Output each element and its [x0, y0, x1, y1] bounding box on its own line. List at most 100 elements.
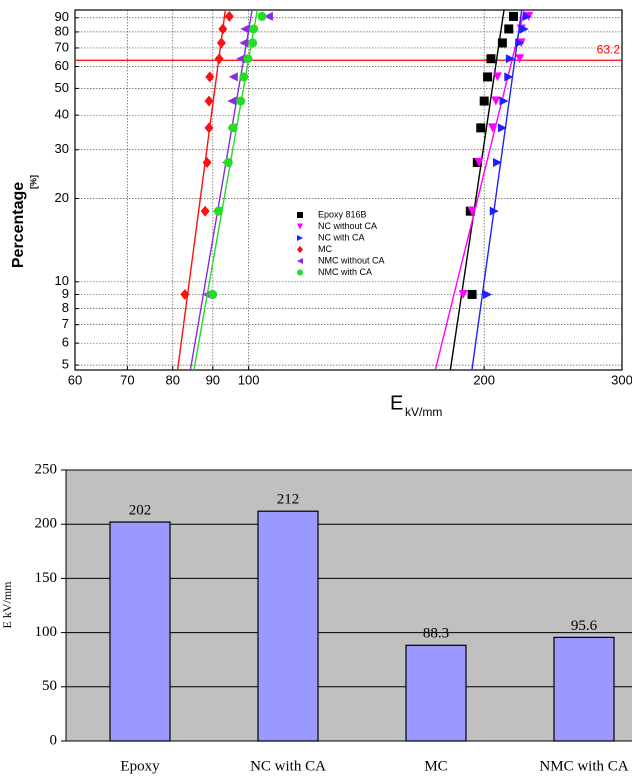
y-tick-label: 70	[55, 39, 69, 54]
marker	[249, 24, 259, 34]
y-tick-label: 5	[62, 357, 69, 372]
x-tick-label: 100	[238, 372, 260, 387]
marker	[522, 11, 532, 21]
marker	[213, 206, 223, 216]
marker	[497, 123, 507, 133]
marker	[493, 72, 503, 82]
value-label: 202	[129, 502, 152, 518]
bar	[553, 636, 615, 742]
marker	[236, 54, 246, 64]
legend-marker	[297, 258, 303, 264]
bar	[257, 510, 319, 742]
marker	[202, 157, 212, 168]
fit-line	[434, 10, 526, 370]
y-tick-label: 40	[55, 107, 69, 122]
marker	[504, 72, 514, 82]
marker	[205, 71, 215, 83]
reference-label: 63.2	[597, 42, 621, 56]
fit-line	[193, 10, 258, 370]
fit-line	[176, 10, 227, 370]
y-tick-label: 50	[55, 80, 69, 95]
bar-chart: 0 50 100 150 200 250 202 Epoxy 212 NC with CA 88.3…	[0, 461, 632, 774]
marker	[180, 289, 190, 300]
marker	[483, 72, 493, 82]
marker	[223, 157, 233, 167]
y-tick-label: 100	[35, 624, 58, 640]
marker	[208, 289, 218, 299]
legend-label: Epoxy 816B	[318, 209, 367, 219]
marker	[216, 37, 226, 49]
legend-label: NC without CA	[318, 221, 377, 231]
y-tick-label: 10	[55, 273, 69, 288]
y-tick-label: 6	[62, 335, 69, 350]
x-tick-label: 200	[473, 372, 495, 387]
y-axis-label: Percentage	[10, 182, 27, 268]
x-tick-label: 80	[166, 372, 180, 387]
marker	[491, 96, 501, 106]
marker	[483, 289, 493, 299]
y-tick-label: 30	[55, 141, 69, 156]
y-tick-label: 8	[62, 300, 69, 315]
fit-line	[471, 10, 523, 370]
value-label: 95.6	[571, 618, 598, 634]
marker	[239, 72, 249, 82]
legend-label: NMC without CA	[318, 255, 385, 265]
plot-frame	[74, 9, 623, 371]
x-tick-label: 90	[206, 372, 220, 387]
marker	[236, 96, 246, 106]
y-tick-label: 0	[50, 732, 58, 748]
x-tick-label: MC	[424, 758, 447, 774]
x-tick-label: Epoxy	[120, 758, 160, 774]
marker	[499, 96, 509, 106]
marker	[467, 206, 477, 216]
marker	[228, 72, 238, 82]
marker	[257, 11, 267, 21]
value-label: 88.3	[423, 626, 449, 642]
marker	[224, 11, 234, 22]
bar	[109, 521, 171, 742]
marker	[248, 38, 258, 48]
y-axis-label: E kV/mm	[0, 581, 14, 629]
marker	[467, 289, 477, 299]
marker	[227, 96, 237, 106]
marker	[263, 11, 273, 21]
y-tick-label: 250	[35, 461, 58, 477]
marker	[515, 38, 525, 48]
fit-line	[189, 10, 253, 370]
legend-label: MC	[318, 244, 332, 254]
x-tick-label: NC with CA	[250, 758, 326, 774]
x-tick-label: 70	[120, 372, 134, 387]
bar	[405, 644, 467, 742]
y-tick-label: 90	[55, 9, 69, 24]
marker	[488, 123, 498, 133]
y-tick-label: 7	[62, 316, 69, 331]
y-tick-label: 200	[35, 516, 58, 532]
y-tick-label: 60	[55, 58, 69, 73]
y-tick-label: 150	[35, 570, 58, 586]
marker	[458, 289, 468, 299]
marker	[515, 54, 525, 64]
marker	[204, 95, 214, 107]
fit-line	[449, 10, 505, 370]
y-tick-label: 50	[42, 678, 57, 694]
legend-label: NMC with CA	[318, 267, 372, 277]
x-tick-label: 60	[68, 372, 82, 387]
marker	[493, 157, 503, 167]
y-tick-label: 9	[62, 286, 69, 301]
marker	[486, 54, 496, 64]
marker	[508, 11, 518, 21]
y-axis-unit: [%]	[28, 175, 38, 189]
legend-label: NC with CA	[318, 232, 365, 242]
marker	[479, 96, 489, 106]
x-tick-label: NMC with CA	[539, 758, 628, 774]
marker	[504, 24, 514, 34]
x-axis-label: E	[390, 392, 403, 414]
marker	[214, 53, 224, 65]
marker	[204, 122, 214, 134]
x-axis-unit: kV/mm	[405, 405, 442, 419]
legend-marker	[297, 223, 303, 230]
marker	[218, 23, 228, 35]
marker	[474, 157, 484, 167]
marker	[200, 205, 210, 217]
